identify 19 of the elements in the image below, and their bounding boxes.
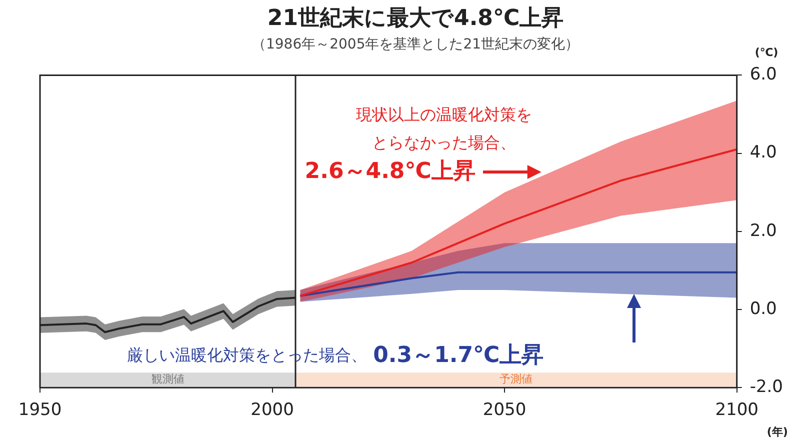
annotation: 2.6～4.8℃上昇 [304,158,476,184]
y-tick-label: 4.0 [750,142,777,163]
annotation: 0.3～1.7℃上昇 [373,343,544,368]
y-tick-label: 2.0 [750,220,777,241]
y-axis-title: (℃) [754,46,778,60]
annotation: とらなかった場合、 [372,133,516,152]
y-tick-label: 0.0 [750,298,777,319]
y-tick-label: -2.0 [750,377,783,398]
x-tick-label: 2100 [715,400,758,420]
y-tick-label: 6.0 [750,64,777,85]
band-label: 予測値 [500,372,533,386]
x-tick-label: 2000 [250,400,294,420]
band-label: 観測値 [151,372,184,386]
chart-subtitle: （1986年～2005年を基準とした21世紀末の変化） [252,36,580,52]
chart-title: 21世紀末に最大で4.8℃上昇 [267,6,564,31]
x-axis-title: (年) [766,425,788,438]
annotation: 現状以上の温暖化対策を [356,104,532,124]
x-tick-label: 2050 [482,400,526,420]
x-tick-label: 1950 [18,400,62,420]
